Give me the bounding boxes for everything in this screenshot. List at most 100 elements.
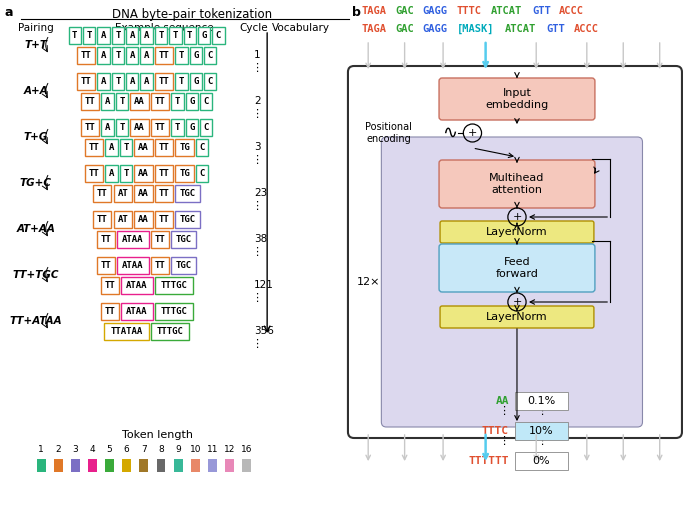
FancyBboxPatch shape — [155, 72, 173, 89]
Text: G: G — [201, 30, 207, 39]
Text: A: A — [144, 77, 149, 86]
Text: 0.1%: 0.1% — [527, 396, 556, 406]
FancyBboxPatch shape — [171, 93, 184, 110]
Text: T: T — [175, 96, 180, 105]
Text: ⋮: ⋮ — [536, 406, 547, 416]
Text: A+A: A+A — [23, 86, 48, 96]
Text: 10: 10 — [190, 445, 201, 453]
Text: A: A — [109, 169, 114, 178]
Text: TTTGC: TTTGC — [160, 306, 187, 315]
Text: TT: TT — [104, 306, 115, 315]
FancyBboxPatch shape — [190, 46, 202, 63]
Text: Vocabulary: Vocabulary — [273, 23, 330, 33]
FancyBboxPatch shape — [134, 164, 153, 181]
Text: GAC: GAC — [395, 6, 414, 16]
Text: Feed
forward: Feed forward — [495, 257, 538, 279]
FancyBboxPatch shape — [68, 27, 81, 44]
Text: T: T — [115, 77, 121, 86]
Text: G: G — [189, 122, 195, 131]
Text: A: A — [144, 30, 149, 39]
FancyBboxPatch shape — [134, 211, 153, 228]
Text: T: T — [72, 30, 77, 39]
FancyBboxPatch shape — [97, 46, 110, 63]
FancyBboxPatch shape — [122, 459, 132, 472]
FancyBboxPatch shape — [105, 164, 118, 181]
Text: DNA byte-pair tokenization: DNA byte-pair tokenization — [112, 8, 272, 21]
Text: TAGA: TAGA — [361, 6, 386, 16]
FancyBboxPatch shape — [116, 93, 128, 110]
Text: ACCC: ACCC — [559, 6, 584, 16]
FancyBboxPatch shape — [151, 230, 169, 247]
FancyBboxPatch shape — [77, 72, 95, 89]
FancyBboxPatch shape — [515, 452, 568, 470]
Text: T: T — [175, 122, 180, 131]
Text: A: A — [129, 30, 135, 39]
Text: TGC: TGC — [176, 261, 192, 270]
FancyBboxPatch shape — [93, 211, 112, 228]
Text: +: + — [512, 297, 522, 307]
Text: 16: 16 — [241, 445, 252, 453]
FancyBboxPatch shape — [151, 256, 169, 273]
Text: TT: TT — [158, 214, 169, 223]
Text: GAGG: GAGG — [422, 24, 447, 34]
Text: 7: 7 — [141, 445, 147, 453]
Text: AT+AA: AT+AA — [16, 224, 55, 234]
FancyBboxPatch shape — [114, 211, 132, 228]
FancyBboxPatch shape — [204, 46, 216, 63]
FancyBboxPatch shape — [190, 459, 200, 472]
FancyBboxPatch shape — [196, 138, 208, 155]
Text: A: A — [101, 77, 106, 86]
FancyBboxPatch shape — [348, 66, 682, 438]
Text: C: C — [216, 30, 221, 39]
Text: TT: TT — [101, 261, 112, 270]
FancyBboxPatch shape — [151, 119, 169, 136]
Text: ⋮: ⋮ — [536, 436, 547, 446]
Text: AA: AA — [138, 214, 149, 223]
FancyBboxPatch shape — [71, 459, 79, 472]
Text: TG+C: TG+C — [20, 178, 51, 188]
Text: 121: 121 — [254, 280, 274, 290]
Text: AA: AA — [138, 169, 149, 178]
FancyBboxPatch shape — [126, 27, 138, 44]
FancyBboxPatch shape — [126, 72, 138, 89]
Text: 38: 38 — [254, 234, 267, 244]
FancyBboxPatch shape — [175, 46, 188, 63]
Text: TT: TT — [155, 122, 165, 131]
Text: 1: 1 — [254, 50, 261, 60]
Text: AA: AA — [138, 143, 149, 152]
FancyBboxPatch shape — [155, 303, 192, 320]
FancyBboxPatch shape — [171, 230, 197, 247]
Text: 2: 2 — [254, 96, 261, 106]
FancyBboxPatch shape — [190, 72, 202, 89]
FancyBboxPatch shape — [112, 27, 124, 44]
Text: GAC: GAC — [395, 24, 414, 34]
FancyBboxPatch shape — [85, 164, 103, 181]
Text: TT: TT — [104, 280, 115, 289]
FancyBboxPatch shape — [140, 459, 148, 472]
Text: Pairing: Pairing — [18, 23, 53, 33]
Text: T: T — [123, 169, 129, 178]
Text: TT: TT — [155, 261, 166, 270]
FancyBboxPatch shape — [196, 164, 208, 181]
Text: T: T — [179, 77, 184, 86]
Text: T: T — [119, 96, 125, 105]
FancyBboxPatch shape — [155, 185, 173, 202]
FancyBboxPatch shape — [151, 93, 169, 110]
Text: 5: 5 — [107, 445, 112, 453]
Text: +: + — [512, 212, 522, 222]
FancyBboxPatch shape — [97, 27, 110, 44]
Text: TT: TT — [101, 235, 112, 244]
FancyBboxPatch shape — [175, 211, 200, 228]
Text: ATCAT: ATCAT — [506, 24, 536, 34]
FancyBboxPatch shape — [515, 392, 568, 410]
FancyBboxPatch shape — [101, 93, 114, 110]
Text: ⋮: ⋮ — [251, 247, 262, 257]
FancyBboxPatch shape — [126, 46, 138, 63]
Text: 3: 3 — [73, 445, 78, 453]
Text: +: + — [468, 128, 477, 138]
FancyBboxPatch shape — [101, 303, 119, 320]
Text: TT: TT — [81, 51, 91, 60]
Text: TGC: TGC — [176, 235, 192, 244]
Text: T: T — [173, 30, 178, 39]
Text: TG: TG — [179, 143, 190, 152]
